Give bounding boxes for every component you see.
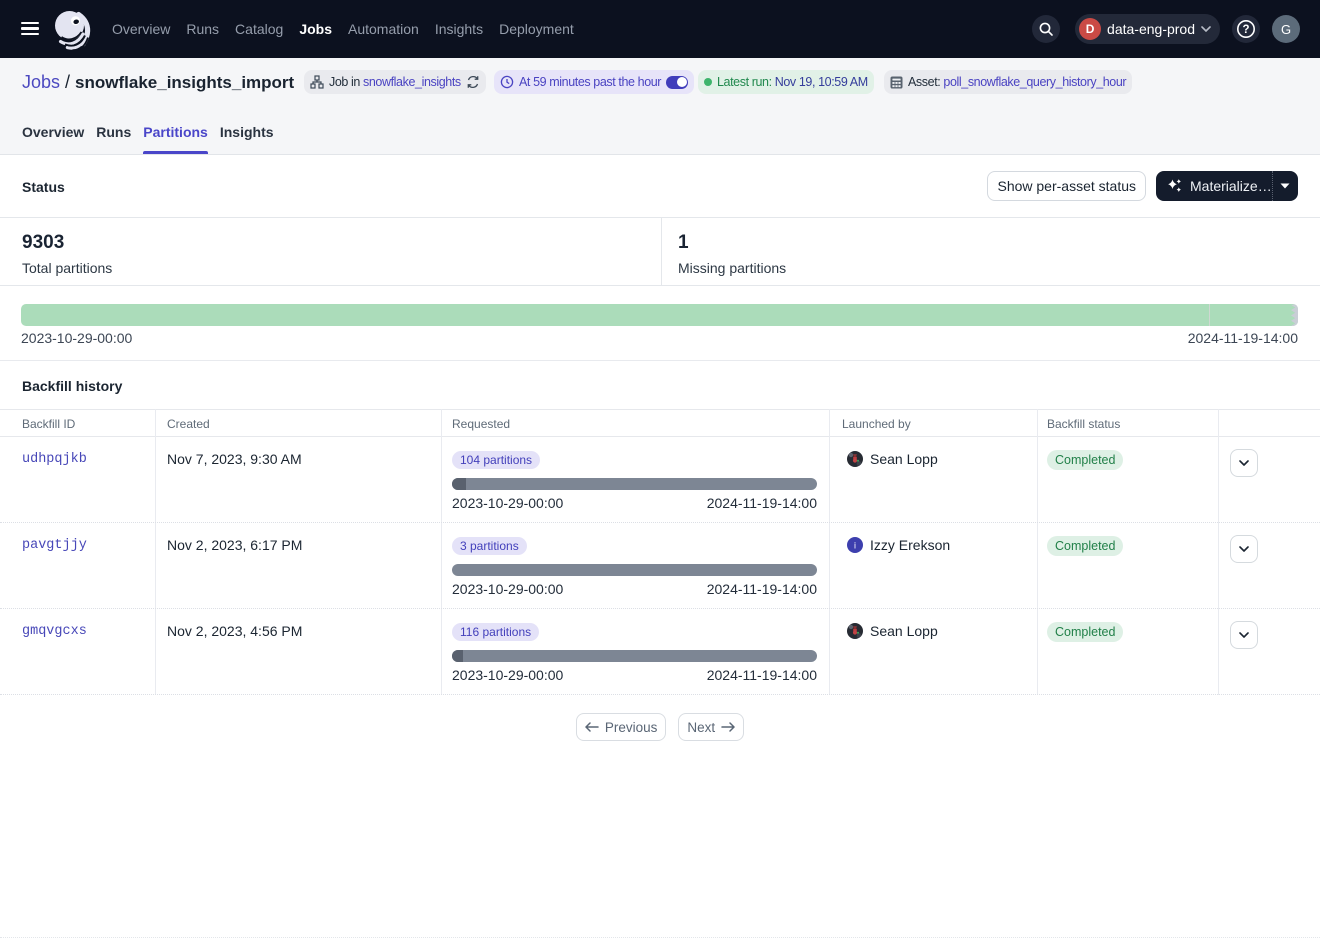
svg-text:?: ?: [1242, 24, 1249, 36]
svg-text:i: i: [854, 541, 856, 551]
